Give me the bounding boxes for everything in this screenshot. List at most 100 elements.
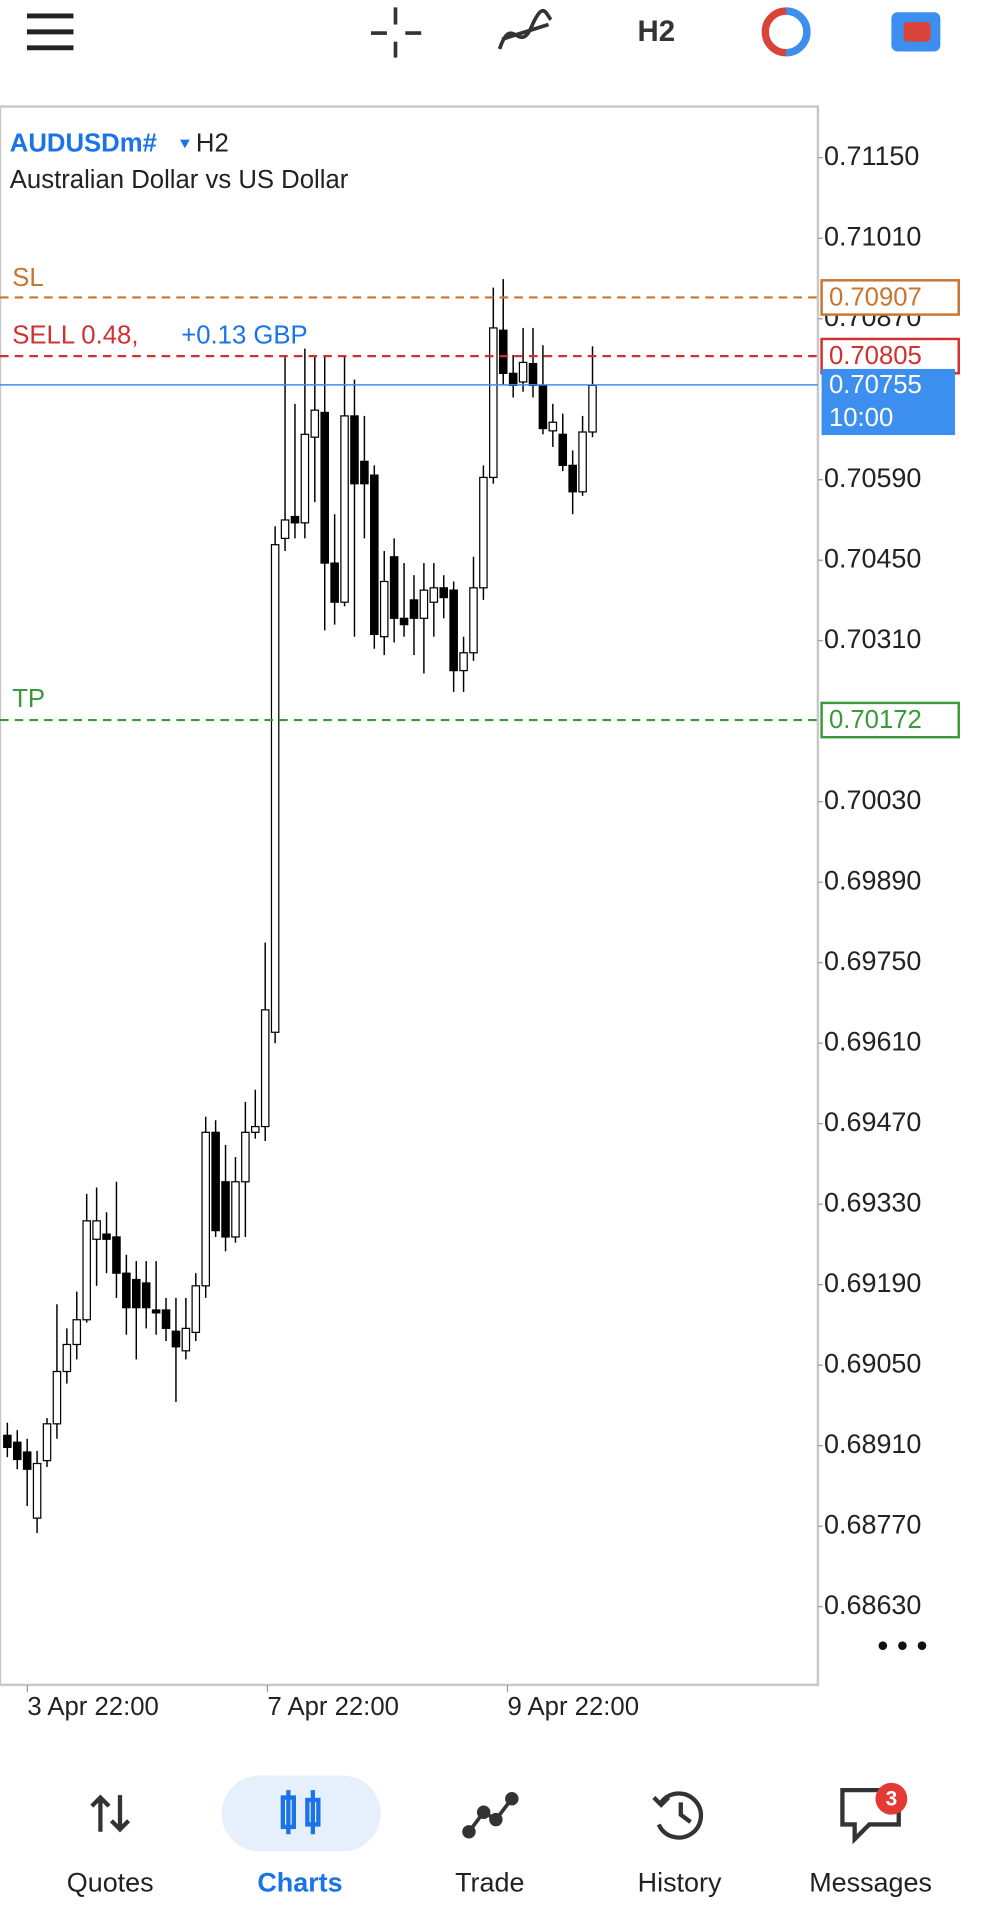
bid-label-box	[821, 368, 956, 436]
candle-body	[399, 617, 409, 626]
candle-body	[459, 652, 468, 672]
candle-body	[82, 1220, 91, 1321]
chart-timeframe: H2	[196, 129, 229, 157]
y-tick-label: 0.71150	[824, 141, 919, 171]
y-tick-label: 0.69330	[824, 1187, 921, 1217]
trade-icon	[462, 1792, 519, 1839]
level-price: 0.70805	[829, 342, 922, 370]
y-tick-label: 0.70310	[824, 624, 921, 654]
candle-body	[171, 1330, 181, 1348]
y-tick-label: 0.68910	[824, 1429, 921, 1459]
nav-label[interactable]: Charts	[257, 1868, 342, 1898]
timeframe-button[interactable]: H2	[638, 15, 676, 48]
candle-body	[131, 1278, 141, 1309]
symbol[interactable]: AUDUSDm#	[10, 129, 157, 157]
y-tick-label: 0.69610	[824, 1026, 921, 1056]
y-tick-label: 0.68770	[824, 1509, 921, 1539]
candle-body	[280, 519, 290, 539]
y-tick-label: 0.69050	[824, 1348, 921, 1378]
candle-body	[489, 327, 498, 479]
candle-body	[122, 1272, 131, 1309]
order-profit: +0.13 GBP	[181, 322, 307, 350]
candle-body	[379, 580, 389, 638]
y-tick-label: 0.70590	[824, 463, 921, 493]
quotes-icon	[90, 1794, 131, 1833]
candle-body	[12, 1441, 22, 1461]
charts-icon	[280, 1790, 321, 1835]
bottom-nav: Quotes Charts Trade History Messages 3	[67, 1775, 932, 1898]
plot	[3, 279, 597, 1534]
candle-body	[290, 515, 300, 524]
crosshair-button[interactable]	[371, 7, 422, 58]
indicators-button[interactable]	[497, 9, 553, 50]
chart-frame	[0, 105, 820, 1687]
level-name: TP	[12, 685, 45, 713]
candle-body	[350, 415, 359, 485]
trade-button[interactable]	[761, 7, 811, 57]
x-tick-label: 7 Apr 22:00	[267, 1693, 398, 1721]
y-tick-label: 0.71010	[824, 221, 921, 251]
account-button[interactable]	[891, 12, 941, 52]
nav-label[interactable]: Trade	[455, 1868, 524, 1898]
bid-price: 0.70755	[829, 371, 922, 399]
candle-body	[370, 474, 379, 636]
candle-body	[360, 460, 369, 485]
candle-body	[141, 1282, 151, 1309]
level-label-box	[820, 337, 960, 375]
nav-selected-bg	[221, 1775, 381, 1852]
candle-body	[320, 411, 330, 564]
y-tick-label: 0.69750	[824, 946, 921, 976]
candle-body	[241, 1131, 250, 1183]
candle-body	[32, 1462, 42, 1519]
y-tick-label: 0.68630	[824, 1590, 921, 1620]
candle-body	[92, 1220, 101, 1240]
level-label-box	[820, 701, 960, 739]
x-tick-label: 9 Apr 22:00	[508, 1693, 639, 1721]
y-tick-label: 0.70450	[824, 543, 921, 573]
bid-time: 10:00	[829, 404, 893, 432]
level-label-box	[820, 279, 960, 316]
candle-body	[568, 464, 577, 493]
candle-body	[409, 599, 419, 619]
candle-body	[310, 409, 320, 438]
candle-body	[260, 1009, 270, 1128]
more-button[interactable]	[878, 1641, 927, 1650]
candle-body	[3, 1434, 12, 1449]
candle-body	[469, 587, 478, 654]
candle-body	[221, 1181, 230, 1238]
candle-body	[340, 415, 349, 603]
candle-body	[479, 476, 488, 589]
candle-body	[112, 1236, 121, 1274]
y-tick-label: 0.69190	[824, 1268, 921, 1298]
candle-body	[72, 1319, 82, 1346]
x-tick-label: 3 Apr 22:00	[27, 1693, 158, 1721]
nav-label[interactable]: Messages	[809, 1868, 932, 1898]
nav-label[interactable]: History	[638, 1868, 722, 1898]
candle-body	[419, 589, 429, 619]
candle-body	[429, 587, 439, 603]
y-tick-label: 0.69890	[824, 865, 921, 895]
y-tick-label: 0.69470	[824, 1107, 921, 1137]
candle-body	[538, 384, 548, 430]
symbol-dropdown[interactable]	[179, 139, 190, 149]
candle-body	[449, 589, 458, 672]
toolbar: H2	[26, 7, 941, 58]
level-name: SELL 0.48,	[12, 322, 138, 350]
level-price: 0.70172	[829, 706, 922, 734]
candle-body	[300, 433, 310, 524]
nav-label[interactable]: Quotes	[67, 1868, 154, 1898]
candle-body	[181, 1327, 191, 1352]
candle-body	[52, 1370, 62, 1425]
badge-count: 3	[886, 1787, 898, 1810]
candle-body	[102, 1233, 111, 1240]
candle-body	[42, 1423, 52, 1462]
history-icon	[652, 1791, 704, 1840]
candle-body	[211, 1131, 220, 1232]
candle-body	[588, 384, 597, 433]
candle-body	[389, 556, 399, 619]
candle-body	[330, 562, 339, 603]
candle-body	[251, 1125, 260, 1133]
candle-body	[191, 1285, 201, 1334]
menu-button[interactable]	[26, 13, 74, 51]
